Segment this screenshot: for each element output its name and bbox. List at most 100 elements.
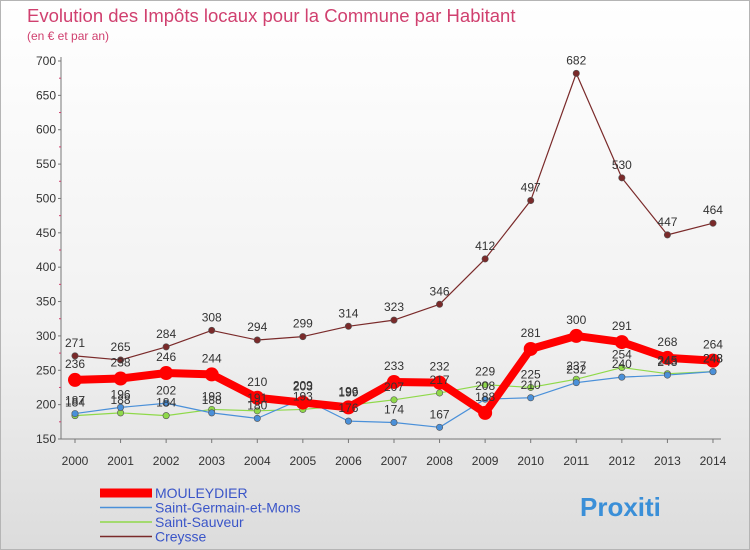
legend-label-creysse: Creysse [155,529,207,545]
legend: MOULEYDIERSaint-Germain-et-MonsSaint-Sau… [100,485,301,545]
series-layer [68,69,720,431]
data-point-mouleydier [614,335,629,350]
data-point-saint-germain-et-mons [572,379,580,387]
x-tick-label: 2010 [517,454,544,468]
data-point-mouleydier [113,371,128,386]
data-label-saint-sauveur: 217 [430,373,450,387]
data-point-saint-germain-et-mons [663,371,671,379]
data-label-saint-germain-et-mons: 240 [612,357,632,371]
data-label-saint-germain-et-mons: 210 [521,378,541,392]
data-label-creysse: 299 [293,317,313,331]
data-point-saint-sauveur [436,389,444,397]
data-point-mouleydier [569,328,584,343]
data-label-saint-sauveur: 193 [202,389,222,403]
data-label-saint-germain-et-mons: 187 [65,394,85,408]
x-tick-label: 2008 [426,454,453,468]
data-point-creysse [390,316,398,324]
x-tick-label: 2011 [563,454,589,468]
data-label-mouleydier: 188 [475,390,495,404]
x-tick-label: 2004 [244,454,271,468]
data-label-saint-germain-et-mons: 208 [475,379,495,393]
data-label-saint-germain-et-mons: 232 [566,363,586,377]
data-point-creysse [709,219,717,227]
data-label-mouleydier: 264 [703,338,723,352]
data-point-mouleydier [68,372,82,387]
data-label-creysse: 265 [111,340,131,354]
y-tick-label: 250 [36,363,56,377]
data-point-saint-germain-et-mons [253,414,261,422]
x-tick-label: 2000 [62,454,89,468]
data-label-saint-sauveur: 191 [247,391,267,405]
data-point-saint-sauveur [618,364,626,372]
data-point-creysse [253,336,261,344]
x-tick-label: 2007 [381,454,408,468]
data-point-creysse [299,333,307,341]
data-label-saint-germain-et-mons: 248 [703,352,723,366]
data-label-creysse: 346 [430,284,450,298]
data-label-mouleydier: 281 [521,326,541,340]
data-point-saint-germain-et-mons [344,417,352,425]
data-label-creysse: 271 [65,336,85,350]
data-point-creysse [344,322,352,330]
data-point-creysse [663,231,671,239]
data-label-mouleydier: 244 [202,351,222,365]
data-label-creysse: 530 [612,158,632,172]
data-label-saint-sauveur: 229 [475,365,495,379]
data-point-creysse [162,343,170,351]
y-tick-label: 150 [36,432,56,446]
y-tick-label: 500 [36,191,56,205]
x-tick-label: 2005 [289,454,316,468]
data-point-mouleydier [341,400,356,415]
x-tick-label: 2014 [700,454,727,468]
data-label-mouleydier: 291 [612,319,632,333]
data-label-mouleydier: 233 [384,359,404,373]
axes: 150 200 250 300 350 400 450 500 550 600 650 700 2000… [36,54,727,468]
data-label-creysse: 294 [247,320,267,334]
data-point-mouleydier [386,374,401,389]
data-label-saint-sauveur: 184 [65,396,85,410]
data-point-saint-sauveur [162,412,170,420]
y-tick-label: 300 [36,329,56,343]
data-point-saint-germain-et-mons [71,410,79,418]
logo-text: Proxiti [580,492,661,522]
data-point-mouleydier [432,375,447,390]
data-point-creysse [208,326,216,334]
data-point-mouleydier [660,350,675,365]
data-point-creysse [527,197,535,205]
y-tick-label: 700 [36,54,56,68]
data-label-creysse: 682 [566,53,586,67]
data-point-saint-sauveur [527,383,535,391]
data-label-saint-sauveur: 199 [338,385,358,399]
chart-title: Evolution des Impôts locaux pour la Comm… [27,5,516,26]
data-point-mouleydier [159,366,174,381]
data-label-creysse: 323 [384,300,404,314]
data-label-saint-sauveur: 245 [657,354,677,368]
data-label-saint-sauveur: 254 [612,348,632,362]
y-tick-label: 650 [36,88,56,102]
data-point-creysse [117,356,125,364]
data-point-mouleydier [523,341,538,356]
y-tick-label: 350 [36,295,56,309]
data-label-saint-germain-et-mons: 202 [156,383,176,397]
data-point-creysse [618,174,626,182]
data-label-mouleydier: 238 [111,356,131,370]
data-label-mouleydier: 246 [156,350,176,364]
data-point-mouleydier [250,390,265,405]
data-label-saint-germain-et-mons: 196 [111,387,131,401]
data-label-creysse: 314 [338,306,358,320]
data-point-saint-germain-et-mons [436,423,444,431]
y-tick-label: 400 [36,260,56,274]
data-label-saint-sauveur: 188 [111,393,131,407]
y-tick-label: 600 [36,123,56,137]
data-label-saint-sauveur: 237 [566,359,586,373]
legend-label-saint-germain-et-mons: Saint-Germain-et-Mons [155,500,301,516]
data-labels: 271 265 284 308 294 299 314 323 346 412 497 682 530 4… [65,53,723,421]
proxiti-logo: Proxiti [580,492,661,522]
x-tick-label: 2006 [335,454,362,468]
data-label-mouleydier: 268 [657,335,677,349]
data-label-creysse: 497 [521,181,541,195]
data-label-mouleydier: 236 [65,357,85,371]
data-label-mouleydier: 203 [293,380,313,394]
data-label-mouleydier: 300 [566,313,586,327]
